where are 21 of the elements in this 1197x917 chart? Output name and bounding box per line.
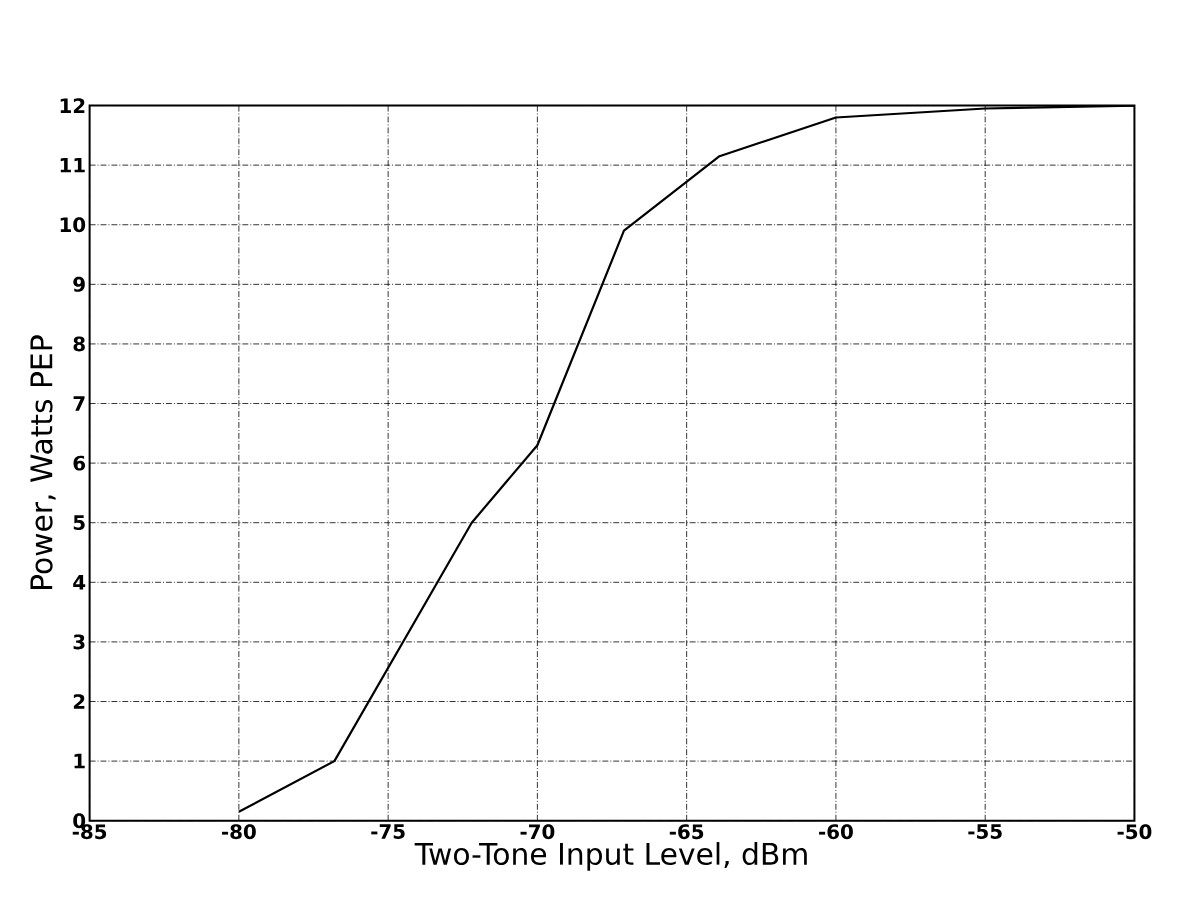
x-tick-label: -70 xyxy=(520,823,555,839)
y-tick-label: 9 xyxy=(73,276,85,292)
x-tick-label: -65 xyxy=(669,823,704,839)
y-tick-label: 7 xyxy=(73,396,85,411)
y-tick-label: 8 xyxy=(73,336,85,352)
x-tick-label: -50 xyxy=(1117,823,1152,839)
y-tick-label: 1 xyxy=(74,753,85,769)
x-tick-label: -80 xyxy=(222,823,256,839)
y-tick-label: 11 xyxy=(60,157,85,173)
x-tick-label: -60 xyxy=(819,823,853,839)
y-tick-label: 6 xyxy=(73,455,86,471)
y-tick-label: 5 xyxy=(73,515,85,530)
y-tick-label: 12 xyxy=(60,97,85,113)
y-tick-label: 2 xyxy=(73,693,85,709)
x-tick-label: -55 xyxy=(968,823,1002,839)
y-tick-label: 3 xyxy=(73,634,85,650)
x-tick-label: -75 xyxy=(371,823,405,839)
y-tick-label: 10 xyxy=(60,217,86,233)
y-tick-label: 4 xyxy=(73,574,86,590)
x-axis-title: Two-Tone Input Level, dBm xyxy=(414,841,807,871)
y-axis-title: Power, Watts PEP xyxy=(30,335,56,589)
